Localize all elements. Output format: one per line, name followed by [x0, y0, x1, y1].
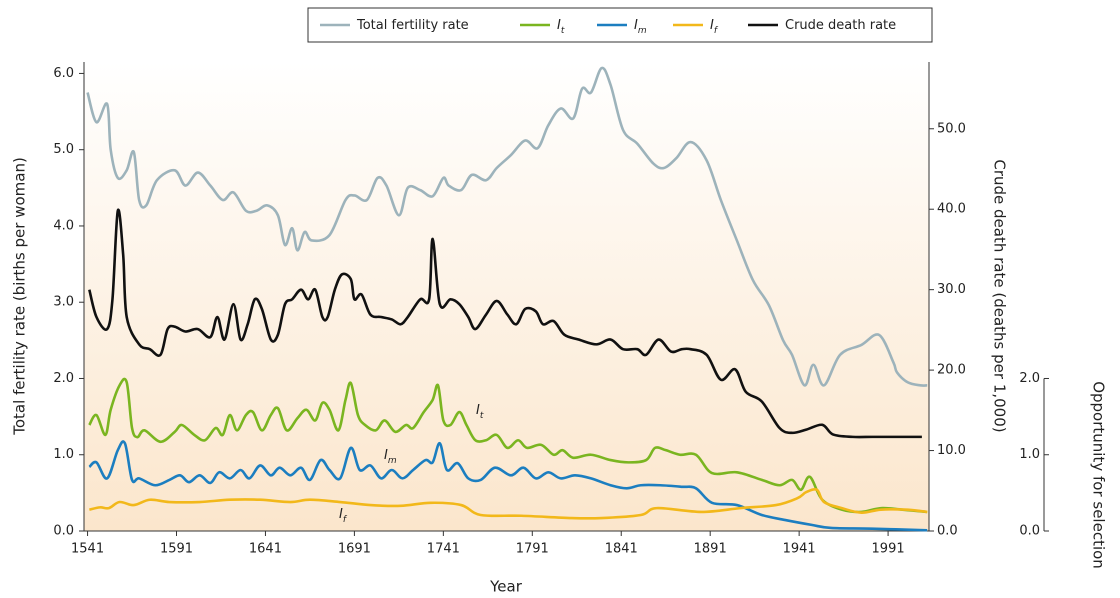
- legend-label: Im: [634, 18, 647, 36]
- y-tick-label: 0.0: [53, 524, 74, 539]
- legend-name: Crude death rate: [785, 18, 896, 33]
- y-axis-title: Total fertility rate (births per woman): [11, 157, 29, 436]
- annotation-subscript: f: [343, 515, 348, 525]
- y3-axis-title: Opportunity for selection: [1090, 381, 1108, 569]
- x-tick-label: 1641: [249, 542, 282, 557]
- x-tick-label: 1541: [71, 542, 104, 557]
- y2-tick-label: 10.0: [937, 443, 966, 458]
- y-tick-label: 4.0: [53, 218, 74, 233]
- annotation-text: I: [339, 507, 343, 522]
- annotation-text: I: [476, 403, 480, 418]
- x-tick-label: 1841: [605, 542, 638, 557]
- legend-subscript: f: [714, 26, 719, 36]
- y2-axis-title: Crude death rate (deaths per 1,000): [991, 159, 1009, 432]
- legend-name: I: [557, 18, 561, 33]
- legend-label: Total fertility rate: [356, 18, 469, 33]
- x-tick-label: 1791: [516, 542, 549, 557]
- series-line: [86, 66, 928, 387]
- plot-background: [84, 62, 929, 531]
- annotation: It: [476, 403, 484, 421]
- legend-name: I: [634, 18, 638, 33]
- annotation: If: [339, 507, 348, 525]
- x-tick-label: 1941: [783, 542, 816, 557]
- series-line: [89, 487, 928, 520]
- y2-tick-label: 50.0: [937, 121, 966, 136]
- legend-subscript: t: [561, 26, 565, 36]
- y-tick-label: 3.0: [53, 295, 74, 310]
- y3-tick-label: 1.0: [1019, 447, 1040, 462]
- y2-tick-label: 20.0: [937, 363, 966, 378]
- x-tick-label: 1691: [338, 542, 371, 557]
- y-tick-label: 6.0: [53, 66, 74, 81]
- y-tick-label: 1.0: [53, 447, 74, 462]
- x-tick-label: 1991: [872, 542, 905, 557]
- x-tick-label: 1741: [427, 542, 460, 557]
- annotation-subscript: t: [480, 411, 484, 421]
- annotation-subscript: m: [388, 456, 397, 466]
- annotation-text: I: [384, 448, 388, 463]
- y3-tick-label: 0.0: [1019, 524, 1040, 539]
- y2-tick-label: 30.0: [937, 282, 966, 297]
- legend-label: If: [710, 18, 719, 36]
- legend-label: It: [557, 18, 565, 36]
- y-tick-label: 5.0: [53, 142, 74, 157]
- series-line: [88, 377, 928, 514]
- legend-name: I: [710, 18, 714, 33]
- legend-name: Total fertility rate: [356, 18, 469, 33]
- x-tick-label: 1891: [694, 542, 727, 557]
- x-tick-label: 1591: [160, 542, 193, 557]
- legend-subscript: m: [638, 26, 647, 36]
- y2-tick-label: 0.0: [937, 524, 958, 539]
- y-tick-label: 2.0: [53, 371, 74, 386]
- series-line: [88, 208, 922, 439]
- series-line: [88, 440, 928, 532]
- y3-tick-label: 2.0: [1019, 371, 1040, 386]
- legend-label: Crude death rate: [785, 18, 896, 33]
- x-axis-title: Year: [489, 578, 523, 596]
- y2-tick-label: 40.0: [937, 202, 966, 217]
- annotation: Im: [384, 448, 397, 466]
